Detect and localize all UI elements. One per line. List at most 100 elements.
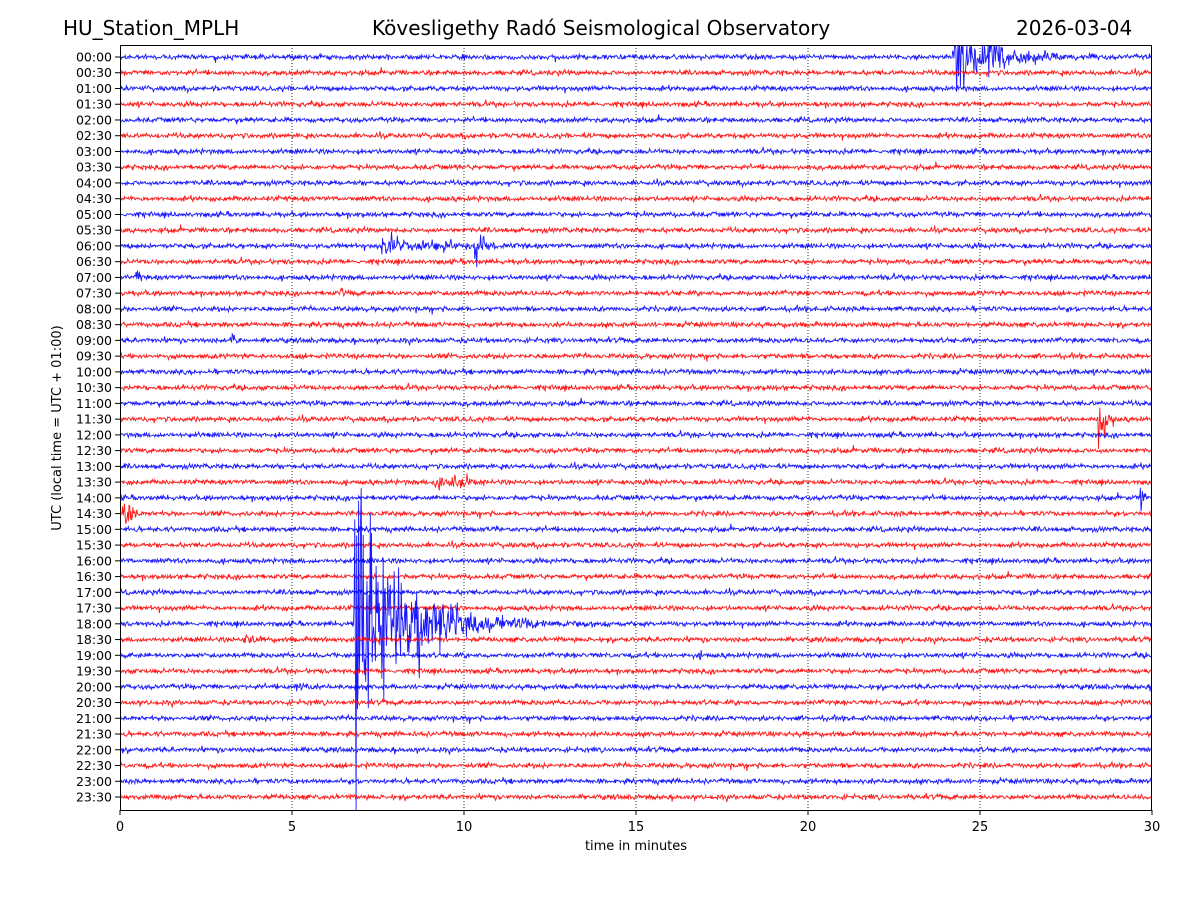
trace-0430 (120, 193, 1152, 204)
trace-0630 (120, 256, 1152, 267)
y-tick-label: 04:00 (76, 175, 112, 190)
trace-1230 (120, 445, 1152, 456)
trace-0930 (120, 351, 1152, 362)
y-tick-label: 19:00 (76, 648, 112, 663)
y-tick-label: 01:00 (76, 81, 112, 96)
y-tick-label: 08:00 (76, 301, 112, 316)
y-tick-label: 09:00 (76, 333, 112, 348)
trace-2000 (120, 681, 1152, 692)
y-tick-label: 12:30 (76, 443, 112, 458)
x-axis-label: time in minutes (585, 839, 687, 854)
y-tick-label: 16:00 (76, 553, 112, 568)
trace-0000 (120, 45, 1152, 91)
trace-1800 (120, 488, 1152, 810)
trace-1330 (120, 473, 1152, 491)
plot-frame (120, 45, 1152, 811)
trace-1730 (120, 603, 1152, 614)
trace-1500 (120, 523, 1152, 535)
trace-0200 (120, 114, 1152, 125)
trace-1600 (120, 556, 1152, 566)
y-tick-label: 02:00 (76, 112, 112, 127)
trace-2330 (120, 792, 1152, 803)
trace-0730 (120, 287, 1152, 299)
y-tick-label: 20:30 (76, 695, 112, 710)
y-tick-label: 13:00 (76, 459, 112, 474)
trace-0400 (120, 178, 1152, 189)
trace-0530 (120, 224, 1152, 235)
trace-0330 (120, 161, 1152, 172)
y-tick-label: 10:30 (76, 380, 112, 395)
y-tick-label: 20:00 (76, 679, 112, 694)
y-tick-label: 07:30 (76, 286, 112, 301)
trace-1300 (120, 461, 1152, 472)
chart-title: Kövesligethy Radó Seismological Observat… (372, 16, 831, 40)
x-tick-label: 0 (116, 820, 124, 835)
trace-0100 (120, 84, 1152, 95)
trace-2130 (120, 729, 1152, 740)
y-tick-label: 21:30 (76, 727, 112, 742)
y-tick-label: 08:30 (76, 317, 112, 332)
x-tick-label: 15 (628, 820, 645, 835)
trace-2300 (120, 776, 1152, 787)
y-tick-label: 00:00 (76, 50, 112, 65)
y-tick-label: 14:00 (76, 490, 112, 505)
y-tick-label: 15:00 (76, 522, 112, 537)
y-tick-label: 06:00 (76, 238, 112, 253)
x-ticks: 0 5 10 15 20 25 30 (116, 810, 1160, 835)
trace-0030 (120, 67, 1152, 78)
trace-0300 (120, 146, 1152, 157)
trace-1100 (120, 397, 1152, 408)
y-tick-label: 19:30 (76, 664, 112, 679)
trace-0900 (120, 332, 1152, 346)
trace-2030 (120, 697, 1152, 708)
y-tick-label: 07:00 (76, 270, 112, 285)
trace-0830 (120, 320, 1152, 330)
y-tick-label: 14:30 (76, 506, 112, 521)
y-tick-label: 09:30 (76, 349, 112, 364)
trace-1930 (120, 666, 1152, 676)
x-tick-label: 30 (1144, 820, 1161, 835)
y-ticks: 00:0000:3001:0001:3002:0002:3003:0003:30… (76, 50, 120, 805)
x-tick-label: 20 (800, 820, 817, 835)
y-tick-label: 23:00 (76, 774, 112, 789)
y-tick-label: 02:30 (76, 128, 112, 143)
trace-0700 (120, 270, 1152, 283)
date-label: 2026-03-04 (1016, 16, 1133, 40)
y-tick-label: 22:30 (76, 758, 112, 773)
y-tick-label: 16:30 (76, 569, 112, 584)
trace-1200 (120, 430, 1152, 440)
trace-0130 (120, 99, 1152, 109)
y-tick-label: 17:00 (76, 585, 112, 600)
trace-1830 (120, 634, 1152, 645)
x-tick-label: 5 (288, 820, 296, 835)
trace-1430 (120, 503, 1152, 524)
trace-1400 (120, 487, 1152, 512)
trace-1530 (120, 540, 1152, 551)
trace-1030 (120, 382, 1152, 393)
y-tick-label: 01:30 (76, 97, 112, 112)
trace-0600 (120, 231, 1152, 268)
trace-1130 (120, 407, 1152, 450)
trace-0230 (120, 131, 1152, 141)
trace-1900 (120, 649, 1152, 661)
trace-0500 (120, 209, 1152, 220)
y-tick-label: 11:00 (76, 396, 112, 411)
x-tick-label: 10 (456, 820, 473, 835)
y-tick-label: 21:00 (76, 711, 112, 726)
y-tick-label: 18:30 (76, 632, 112, 647)
station-label: HU_Station_MPLH (63, 16, 240, 40)
y-tick-label: 15:30 (76, 538, 112, 553)
y-axis-label: UTC (local time = UTC + 01:00) (50, 325, 65, 530)
trace-1630 (120, 570, 1152, 581)
y-tick-label: 03:30 (76, 160, 112, 175)
y-tick-label: 22:00 (76, 742, 112, 757)
traces (120, 45, 1152, 810)
y-tick-label: 18:00 (76, 616, 112, 631)
y-tick-label: 00:30 (76, 65, 112, 80)
y-tick-label: 13:30 (76, 475, 112, 490)
y-tick-label: 17:30 (76, 601, 112, 616)
x-tick-label: 25 (972, 820, 989, 835)
y-tick-label: 11:30 (76, 412, 112, 427)
grid-lines (291, 45, 981, 810)
